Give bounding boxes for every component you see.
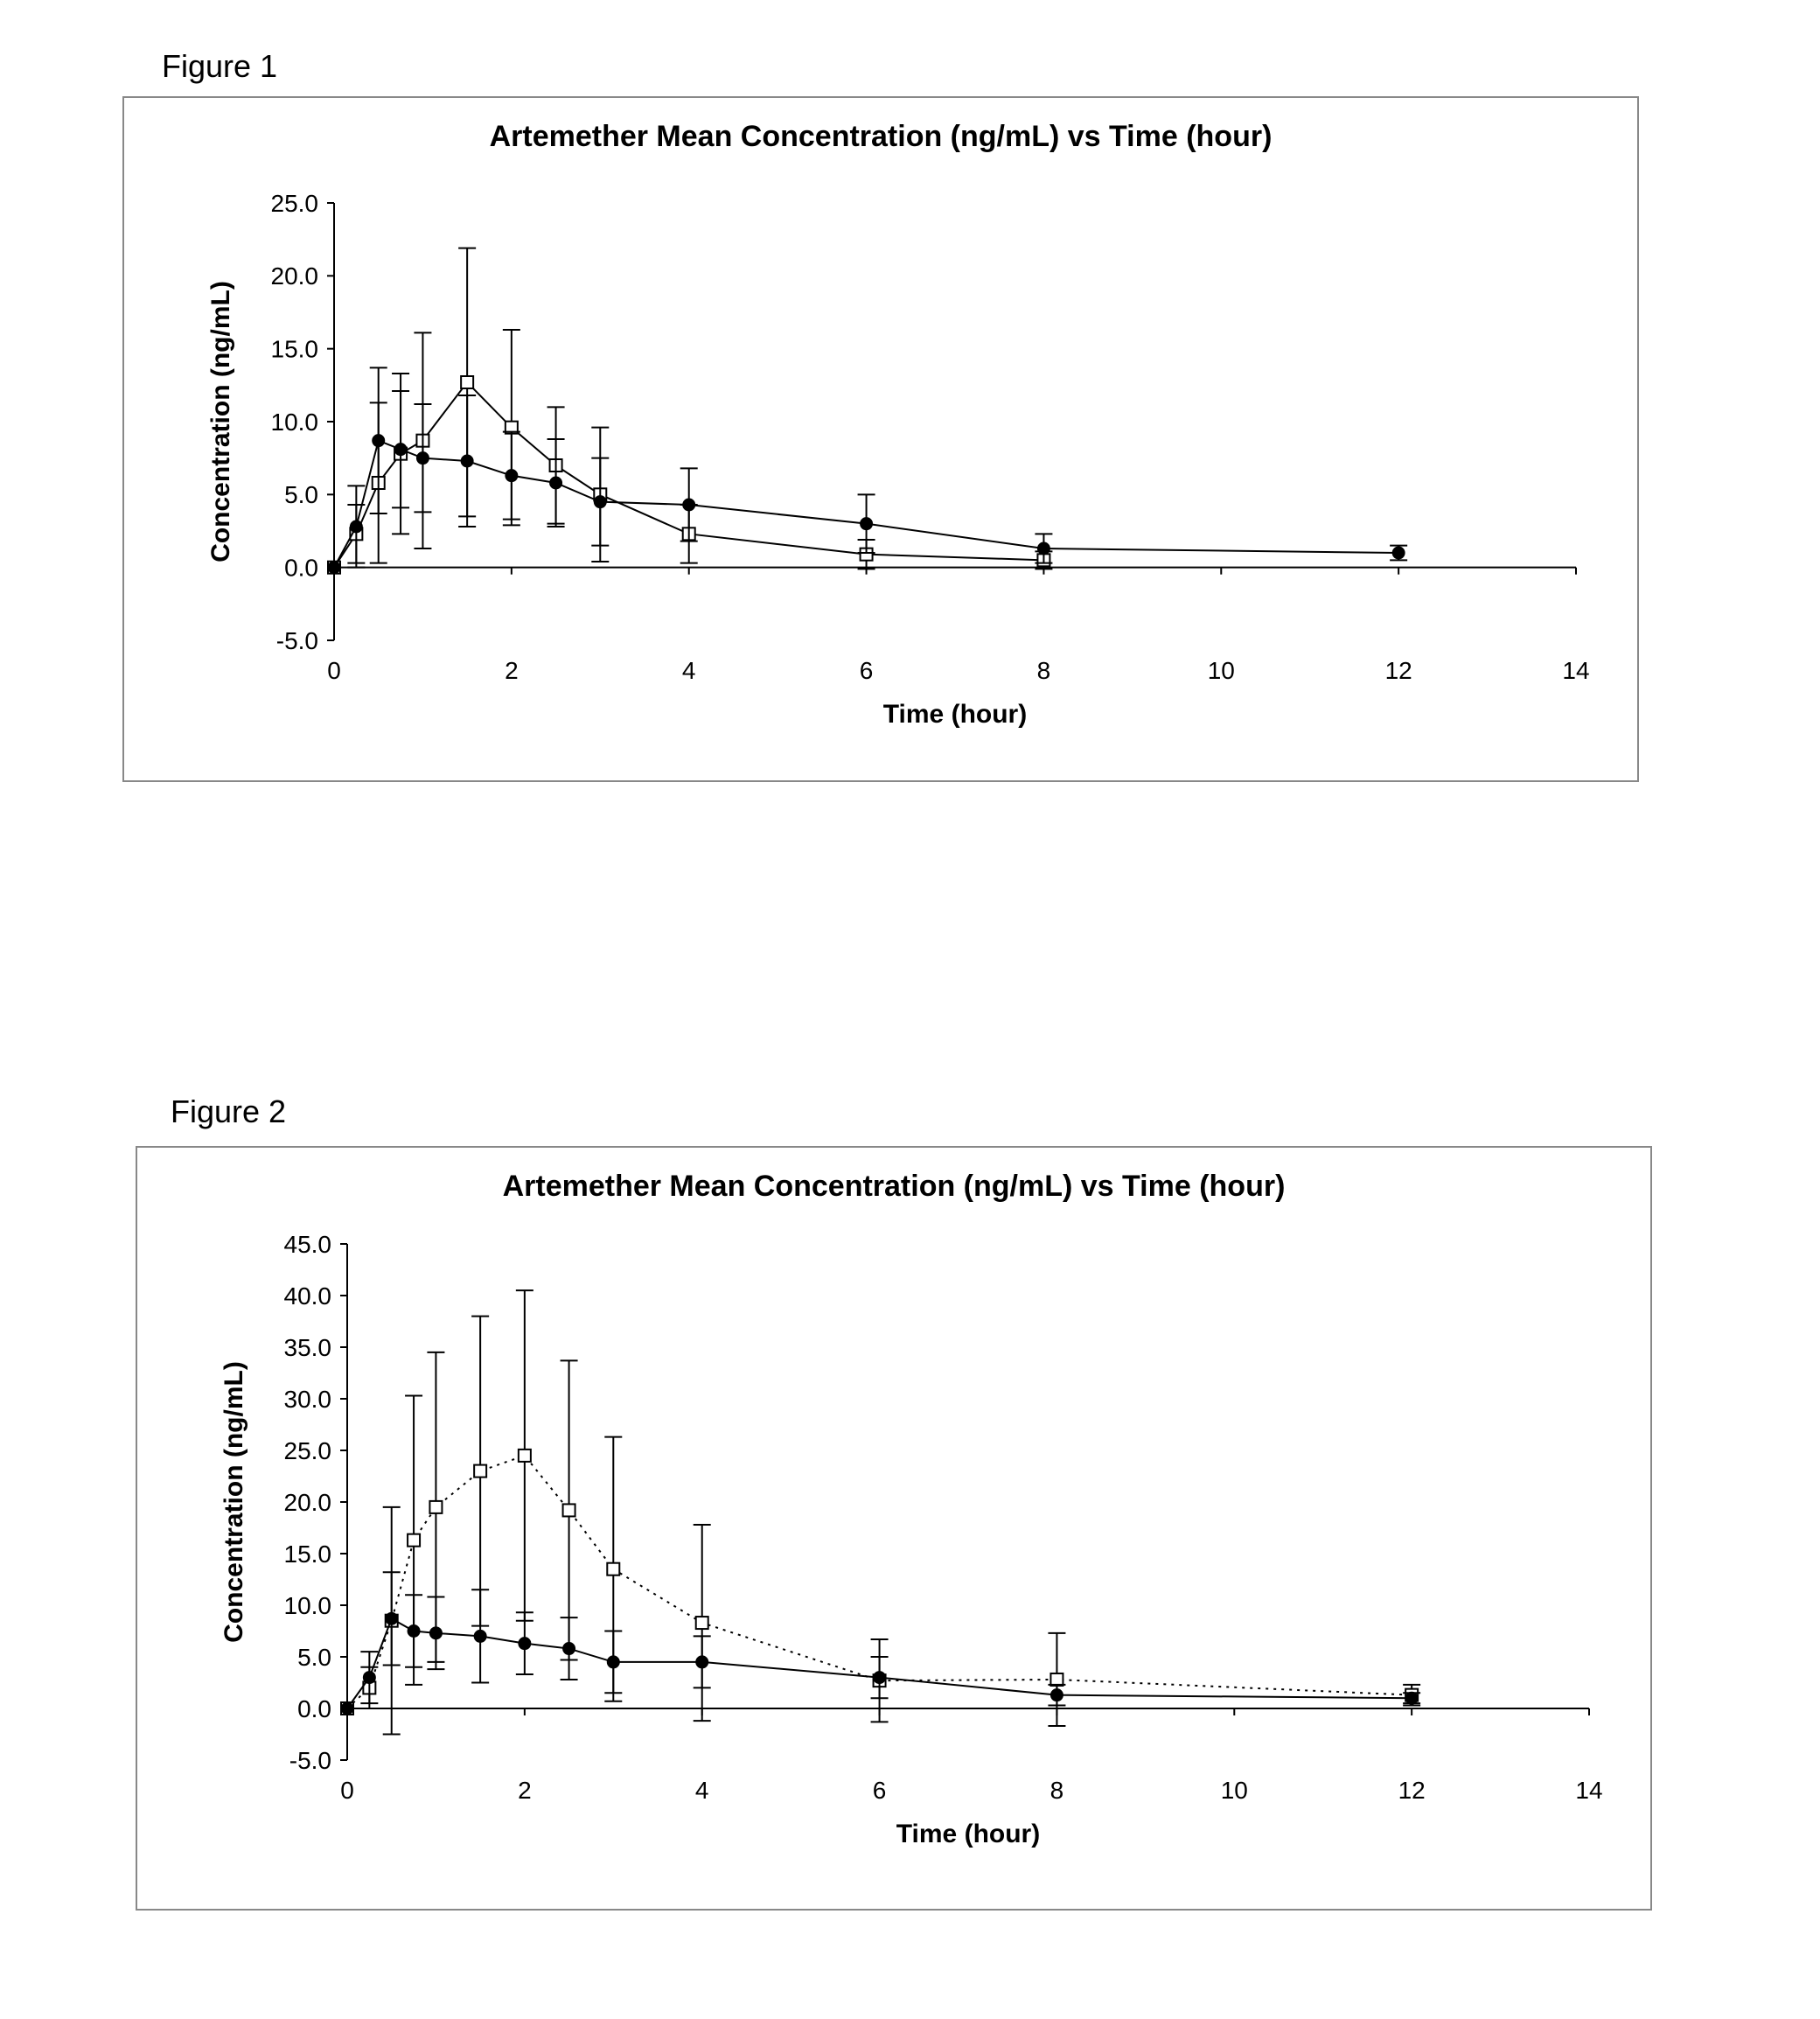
svg-text:40.0: 40.0 xyxy=(284,1282,332,1310)
svg-text:0: 0 xyxy=(340,1777,354,1804)
page: Figure 1 Artemether Mean Concentration (… xyxy=(0,0,1820,2019)
svg-text:15.0: 15.0 xyxy=(271,335,319,362)
svg-text:Concentration (ng/mL): Concentration (ng/mL) xyxy=(206,281,235,562)
figure2-label: Figure 2 xyxy=(171,1093,286,1130)
svg-text:5.0: 5.0 xyxy=(297,1644,331,1671)
svg-text:2: 2 xyxy=(505,657,519,684)
svg-text:45.0: 45.0 xyxy=(284,1231,332,1258)
svg-text:20.0: 20.0 xyxy=(271,262,319,290)
svg-text:Time (hour): Time (hour) xyxy=(883,700,1027,729)
svg-text:Time (hour): Time (hour) xyxy=(896,1820,1040,1848)
svg-text:8: 8 xyxy=(1050,1777,1064,1804)
svg-text:25.0: 25.0 xyxy=(271,190,319,217)
svg-text:4: 4 xyxy=(682,657,696,684)
svg-text:0: 0 xyxy=(327,657,341,684)
svg-text:10: 10 xyxy=(1221,1777,1248,1804)
svg-text:14: 14 xyxy=(1562,657,1589,684)
figure2-frame: Artemether Mean Concentration (ng/mL) vs… xyxy=(136,1146,1652,1911)
figure1-label: Figure 1 xyxy=(162,48,277,85)
svg-text:12: 12 xyxy=(1385,657,1412,684)
svg-text:20.0: 20.0 xyxy=(284,1489,332,1516)
svg-text:-5.0: -5.0 xyxy=(276,627,318,654)
svg-text:4: 4 xyxy=(695,1777,709,1804)
svg-text:14: 14 xyxy=(1575,1777,1602,1804)
figure1-plot: -5.0 0.0 5.0 10.0 15.0 20.0 25.0 0 2 4 6 8 10 12 14 Tim… xyxy=(124,98,1637,780)
figure1-frame: Artemether Mean Concentration (ng/mL) vs… xyxy=(122,96,1639,782)
svg-text:35.0: 35.0 xyxy=(284,1334,332,1361)
svg-text:2: 2 xyxy=(518,1777,532,1804)
svg-text:0.0: 0.0 xyxy=(284,554,318,581)
svg-text:8: 8 xyxy=(1037,657,1051,684)
svg-text:25.0: 25.0 xyxy=(284,1437,332,1464)
svg-text:12: 12 xyxy=(1398,1777,1426,1804)
svg-text:30.0: 30.0 xyxy=(284,1386,332,1413)
svg-text:-5.0: -5.0 xyxy=(289,1747,331,1774)
svg-text:6: 6 xyxy=(873,1777,887,1804)
svg-text:10.0: 10.0 xyxy=(271,409,319,436)
svg-text:Concentration (ng/mL): Concentration (ng/mL) xyxy=(220,1361,248,1643)
svg-text:5.0: 5.0 xyxy=(284,481,318,508)
svg-text:6: 6 xyxy=(860,657,874,684)
svg-text:0.0: 0.0 xyxy=(297,1695,331,1722)
svg-text:10: 10 xyxy=(1208,657,1235,684)
figure2-plot: -5.0 0.0 5.0 10.0 15.0 20.0 25.0 30.0 35.0 40.0 45… xyxy=(137,1148,1650,1909)
svg-text:15.0: 15.0 xyxy=(284,1540,332,1568)
svg-text:10.0: 10.0 xyxy=(284,1592,332,1619)
